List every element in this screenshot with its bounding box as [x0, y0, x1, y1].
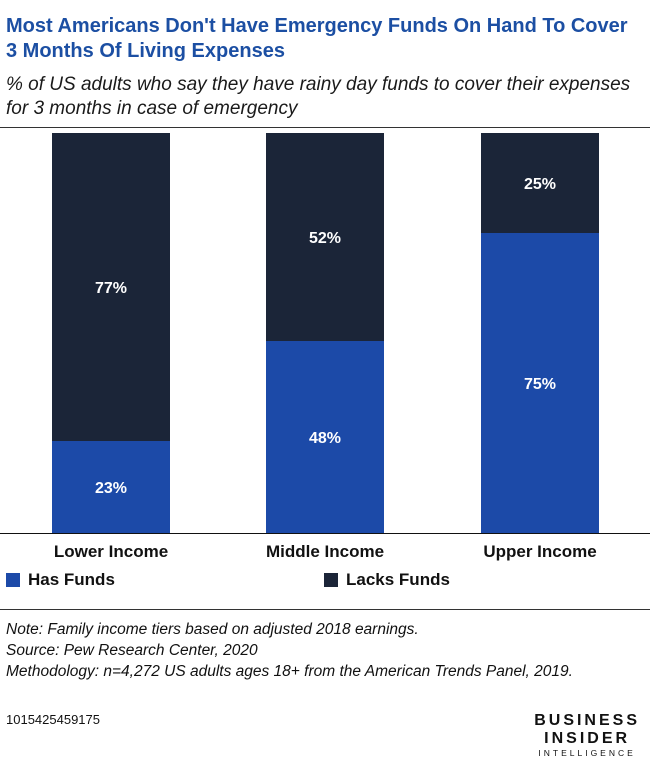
legend-label-lacks-funds: Lacks Funds: [346, 570, 450, 589]
legend-item-has-funds: Has Funds: [6, 570, 115, 590]
chart-title: Most Americans Don't Have Emergency Fund…: [6, 15, 628, 62]
legend-swatch-lacks-funds: [324, 573, 338, 587]
category-label-2: Middle Income: [266, 542, 384, 561]
bar-has-funds-3: [481, 233, 599, 533]
bar-has-funds-2: [266, 341, 384, 533]
data-label-has-funds-1: 23%: [95, 480, 127, 497]
notes: Note: Family income tiers based on adjus…: [6, 619, 642, 682]
stacked-bar-chart: 23% 77% Lower Income 48% 52% Middle Income 75%…: [0, 133, 650, 561]
logo-line-business: BUSINESS: [534, 712, 640, 729]
logo-line-intelligence: INTELLIGENCE: [538, 748, 636, 758]
business-insider-intelligence-logo: BUSINESS INSIDER INTELLIGENCE: [534, 712, 640, 759]
chart-subtitle: % of US adults who say they have rainy d…: [6, 74, 631, 119]
legend: Has Funds Lacks Funds: [0, 570, 650, 600]
top-divider: [0, 127, 650, 128]
bar-has-funds-1: [52, 441, 170, 533]
legend-swatch-has-funds: [6, 573, 20, 587]
bar-lacks-funds-3: [481, 133, 599, 233]
bar-lacks-funds-2: [266, 133, 384, 341]
bottom-divider: [0, 609, 650, 610]
source-text: Source: Pew Research Center, 2020: [6, 642, 258, 659]
legend-item-lacks-funds: Lacks Funds: [324, 570, 450, 590]
category-label-3: Upper Income: [483, 542, 596, 561]
chart-id: 1015425459175: [6, 712, 100, 727]
data-label-has-funds-3: 75%: [524, 376, 556, 393]
bar-lacks-funds-1: [52, 133, 170, 441]
data-label-has-funds-2: 48%: [309, 430, 341, 447]
category-label-1: Lower Income: [54, 542, 168, 561]
methodology-text: Methodology: n=4,272 US adults ages 18+ …: [6, 663, 573, 680]
data-label-lacks-funds-3: 25%: [524, 176, 556, 193]
logo-line-insider: INSIDER: [544, 730, 631, 747]
data-label-lacks-funds-1: 77%: [95, 280, 127, 297]
data-label-lacks-funds-2: 52%: [309, 230, 341, 247]
legend-label-has-funds: Has Funds: [28, 570, 115, 589]
note-text: Note: Family income tiers based on adjus…: [6, 621, 419, 638]
